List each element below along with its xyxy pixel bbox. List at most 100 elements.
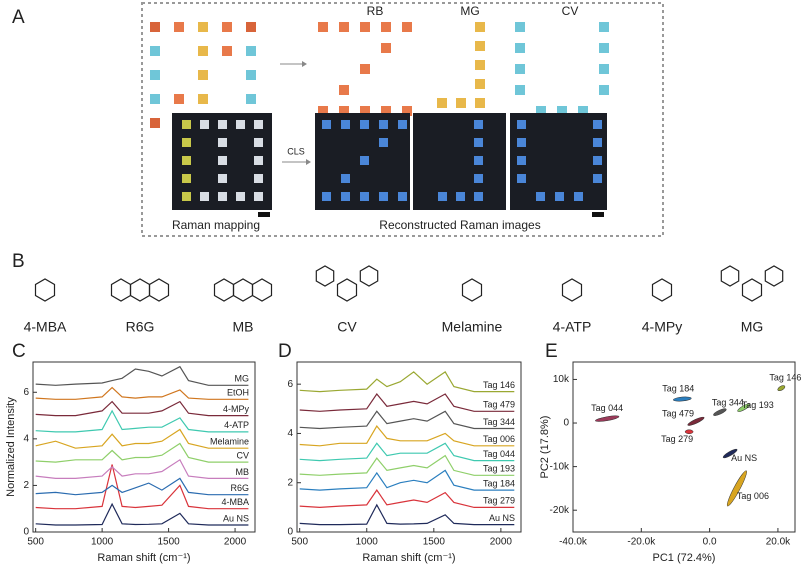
cluster	[687, 416, 705, 426]
point-label: Au NS	[731, 453, 757, 463]
image-pixel	[456, 192, 465, 201]
cluster	[684, 429, 694, 434]
pattern-square	[360, 106, 370, 116]
structure-ring	[461, 278, 483, 302]
x-tick-label: 2000	[490, 537, 513, 548]
spectrum-line	[35, 365, 249, 386]
spectrum-line	[299, 469, 515, 491]
cluster	[673, 396, 692, 402]
y-tick-label: 4	[287, 428, 293, 439]
pattern-square	[475, 98, 485, 108]
y-tick-label: 0	[287, 527, 293, 538]
series-label: Tag 479	[483, 400, 515, 410]
spectrum-line	[299, 503, 515, 526]
y-tick-label: 4	[23, 433, 29, 444]
image-pixel	[474, 120, 483, 129]
image-title: MG	[460, 4, 479, 18]
structure-ring	[764, 265, 784, 287]
spectrum-line	[299, 410, 515, 430]
x-tick-label: 500	[27, 537, 44, 548]
spectrum-line	[299, 454, 515, 476]
structure-ring	[213, 278, 235, 302]
spectrum-line	[299, 425, 515, 447]
spectrum-line	[35, 409, 249, 433]
molecule-name: 4-MPy	[642, 319, 682, 335]
molecule-name: R6G	[126, 319, 155, 335]
image-pixel	[236, 120, 245, 129]
structure-ring	[110, 278, 132, 302]
image-pixel	[182, 138, 191, 147]
pattern-square	[515, 85, 525, 95]
spectrum-line	[35, 428, 249, 449]
series-label: 4-ATP	[224, 420, 249, 430]
pattern-square	[456, 98, 466, 108]
spectrum-line	[35, 386, 249, 400]
y-axis-title: Normalized Intensity	[5, 397, 17, 497]
image-pixel	[593, 138, 602, 147]
image-pixel	[341, 192, 350, 201]
point-label: Tag 279	[661, 434, 693, 444]
series-label: Melamine	[210, 437, 249, 447]
spectrum-line	[35, 477, 249, 496]
point-label: Tag 146	[769, 373, 801, 383]
pattern-square	[222, 22, 232, 32]
series-label: MG	[235, 374, 250, 384]
dashed-box	[141, 2, 664, 237]
molecule-name: 4-MBA	[24, 319, 67, 335]
image-pixel	[218, 156, 227, 165]
x-tick-label: 1000	[356, 537, 379, 548]
panel-label: B	[12, 251, 25, 272]
structure-ring	[129, 278, 151, 302]
image-pixel	[182, 192, 191, 201]
x-tick-label: 1500	[157, 537, 180, 548]
pattern-square	[381, 43, 391, 53]
pattern-square	[402, 22, 412, 32]
x-tick-label: 2000	[224, 537, 247, 548]
plot-frame	[296, 361, 522, 533]
pattern-square	[246, 46, 256, 56]
y-tick-label: -20k	[550, 505, 570, 516]
x-tick-label: 20.0k	[766, 537, 791, 548]
pattern-square	[381, 22, 391, 32]
point-label: Tag 193	[742, 400, 774, 410]
scale-bar	[258, 212, 270, 217]
image-pixel	[218, 138, 227, 147]
panel-label: E	[545, 341, 558, 362]
image-pixel	[555, 192, 564, 201]
panel-label: D	[278, 341, 292, 362]
cluster	[777, 385, 786, 392]
spectrum-line	[299, 442, 515, 462]
series-label: CV	[236, 451, 249, 461]
pattern-square	[599, 43, 609, 53]
y-tick-label: 2	[287, 477, 293, 488]
structure-ring	[720, 265, 740, 287]
y-tick-label: 10k	[553, 374, 570, 385]
image-pixel	[593, 156, 602, 165]
pattern-square	[402, 106, 412, 116]
series-label: Tag 006	[483, 434, 515, 444]
pattern-square	[198, 22, 208, 32]
series-label: Tag 193	[483, 464, 515, 474]
structure-ring	[315, 265, 335, 287]
image-title: CV	[562, 4, 579, 18]
molecule-name: Melamine	[442, 319, 503, 335]
image-pixel	[593, 120, 602, 129]
pattern-square	[198, 46, 208, 56]
x-tick-label: -20.0k	[627, 537, 656, 548]
pattern-square	[381, 106, 391, 116]
image-pixel	[341, 120, 350, 129]
series-label: EtOH	[227, 388, 249, 398]
plot-frame	[572, 361, 796, 533]
image-pixel	[379, 120, 388, 129]
pattern-square	[339, 106, 349, 116]
x-tick-label: 1500	[423, 537, 446, 548]
image-pixel	[438, 192, 447, 201]
pattern-square	[246, 94, 256, 104]
molecule-name: MG	[741, 319, 764, 335]
point-label: Tag 344	[712, 398, 744, 408]
spectrum-line	[299, 489, 515, 509]
pattern-square	[246, 70, 256, 80]
x-tick-label: 500	[291, 537, 308, 548]
image-pixel	[593, 174, 602, 183]
plot-frame	[32, 361, 256, 533]
